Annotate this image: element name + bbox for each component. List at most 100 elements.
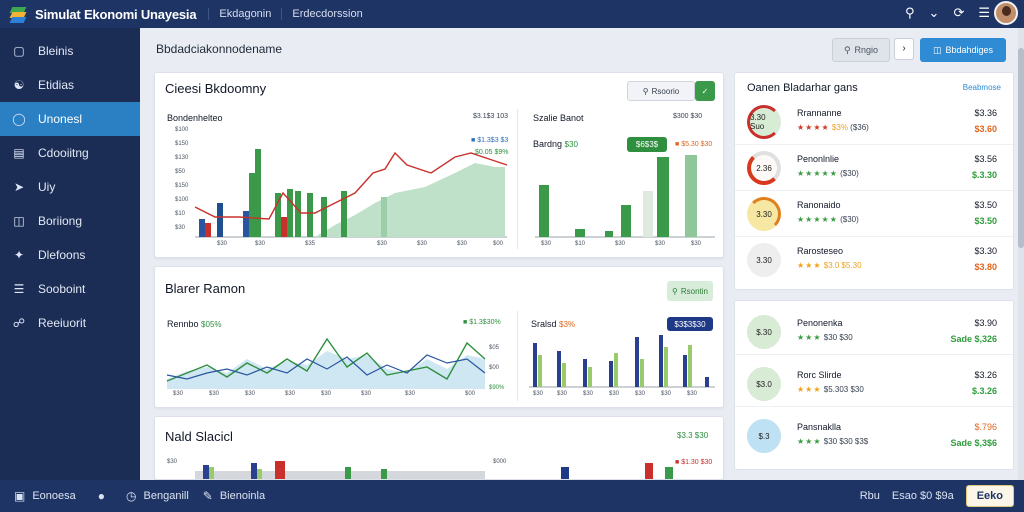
chart-d-chip[interactable]: $3$3$30 bbox=[667, 317, 713, 331]
x-tick: $30 bbox=[405, 391, 416, 397]
y-tick: $150 bbox=[175, 183, 189, 189]
y-tick: $30 bbox=[167, 459, 178, 465]
row-name: Rrannanne bbox=[797, 108, 842, 118]
filter-chip[interactable]: ⚲ Rsontin bbox=[667, 281, 713, 301]
row-value: $3.26 bbox=[974, 370, 997, 380]
bottom-item-benganil[interactable]: ◷ Benganill bbox=[126, 489, 189, 503]
overview-card: Cieesi Bkdoomny ⚲ Rsoorio ✓ Bondenhelteo … bbox=[154, 72, 724, 258]
scrollbar-thumb[interactable] bbox=[1018, 48, 1024, 248]
chart-b-plot bbox=[535, 155, 715, 238]
right-panel-link[interactable]: Beabmose bbox=[962, 83, 1001, 92]
clock-icon: ◷ bbox=[126, 489, 137, 503]
x-tick: $30 bbox=[687, 391, 698, 397]
search-icon[interactable]: ⚲ bbox=[905, 5, 915, 20]
bottom-item-bienoinla[interactable]: ✎ Bienoinla bbox=[203, 489, 265, 503]
chart-c-plot bbox=[166, 337, 486, 389]
check-button[interactable]: ✓ bbox=[695, 81, 715, 101]
bottom-item-label: Eonoesa bbox=[32, 490, 76, 502]
row-sub-value: ($30) bbox=[840, 215, 859, 224]
filter-chip[interactable]: ⚲ Rsoorio bbox=[627, 81, 695, 101]
search-button[interactable]: ⚲ Rngio bbox=[832, 38, 890, 62]
scrollbar[interactable] bbox=[1018, 28, 1024, 480]
list-item[interactable]: 3.30 Ranonaido ★★★★★ ($30) $3.50 $3.50 bbox=[735, 191, 1013, 237]
list-item[interactable]: $.3 Pansnaklla ★★★ $30 $30 $3$ $.796 Sad… bbox=[735, 413, 1013, 459]
top-tab-2[interactable]: Erdecdorssion bbox=[281, 8, 372, 20]
list-item[interactable]: 3.30 Rarosteseo ★★★ $3.0 $5.30 $3.30 $3.… bbox=[735, 237, 1013, 283]
list-item[interactable]: 3.30 Suo Rrannanne ★★★★ $3% ($36) $3.36 … bbox=[735, 99, 1013, 145]
sidebar-item-dlefoons[interactable]: ✦ Dlefoons bbox=[0, 238, 140, 272]
sidebar-item-label: Uiy bbox=[38, 180, 56, 194]
bottom-card-link[interactable]: $3.3 $30 bbox=[677, 431, 709, 440]
rating-stars: ★★★★★ bbox=[797, 169, 838, 178]
chart-b-chip[interactable]: $6$3$ bbox=[627, 137, 667, 152]
y-tick: $50 bbox=[175, 169, 186, 175]
search-button-label: Rngio bbox=[854, 45, 879, 55]
rating-stars: ★★★★★ bbox=[797, 215, 838, 224]
bottom-item-eonoesa[interactable]: ▣ Eonoesa bbox=[14, 489, 76, 503]
chart-c-legend: ■ $1.3$30% bbox=[463, 319, 501, 326]
list-item[interactable]: $.30 Penonenka ★★★ $30 $30 $3.90 Sade $,… bbox=[735, 309, 1013, 355]
chart-d-title: Sralsd $3% bbox=[531, 319, 575, 329]
chart-c-title: Rennbo $05% bbox=[167, 319, 222, 329]
y-tick: $130 bbox=[175, 155, 189, 161]
list-icon: ☰ bbox=[13, 282, 25, 296]
x-tick: $30 bbox=[245, 391, 256, 397]
score-badge: 2.36 bbox=[747, 151, 781, 185]
list-item[interactable]: 2.36 Penonlnlie ★★★★★ ($30) $3.56 $.3.30 bbox=[735, 145, 1013, 191]
sidebar-item-reeiuorit[interactable]: ☍ Reeiuorit bbox=[0, 306, 140, 340]
y-tick: $150 bbox=[175, 141, 189, 147]
x-tick: $30 bbox=[691, 241, 702, 247]
top-tab-1[interactable]: Ekdagonin bbox=[208, 8, 281, 20]
row-value: $3.30 bbox=[974, 246, 997, 256]
gift-icon: ✦ bbox=[13, 248, 25, 262]
chevron-down-icon[interactable]: ⌄ bbox=[928, 5, 940, 20]
list-item[interactable]: $3.0 Rorc Slirde ★★★ $5.303 $30 $3.26 $.… bbox=[735, 361, 1013, 407]
right-panel-bottom: $.30 Penonenka ★★★ $30 $30 $3.90 Sade $,… bbox=[734, 300, 1014, 470]
bottom-item-label: Bienoinla bbox=[219, 490, 266, 502]
right-panel-top: Oanen Bladarhar gans Beabmose 3.30 Suo R… bbox=[734, 72, 1014, 290]
rating-stars: ★★★★ bbox=[797, 123, 830, 132]
bottom-item-benganill[interactable]: ● bbox=[98, 489, 112, 503]
legend-text: $1.30 $30 bbox=[681, 459, 713, 466]
sidebar-item-sooboint[interactable]: ☰ Sooboint bbox=[0, 272, 140, 306]
bottom-action-button[interactable]: Eeko bbox=[965, 485, 1014, 507]
document-icon: ◫ bbox=[932, 44, 942, 55]
row-value: $3.90 bbox=[974, 318, 997, 328]
chart-b-value: $300 $30 bbox=[673, 113, 703, 120]
row-name: Rorc Slirde bbox=[797, 370, 842, 380]
rating-stars: ★★★ bbox=[797, 261, 822, 270]
rating-stars: ★★★ bbox=[797, 333, 822, 342]
row-sub: ★★★ $5.303 $30 bbox=[797, 385, 864, 394]
primary-action-button[interactable]: ◫ Bbdahdiges bbox=[920, 38, 1006, 62]
sidebar-item-cdooiitng[interactable]: ▤ Cdooiitng bbox=[0, 136, 140, 170]
avatar[interactable] bbox=[994, 1, 1018, 25]
y-tick: $000 bbox=[493, 459, 507, 465]
row-sub-value: $30 $30 $3$ bbox=[823, 437, 869, 446]
y-tick: $100 bbox=[175, 197, 189, 203]
sidebar-item-unonesl[interactable]: ◯ Unonesl bbox=[0, 102, 140, 136]
refresh-icon[interactable]: ⟳ bbox=[953, 5, 965, 20]
bottom-right-text-2[interactable]: Esao $0 $9a bbox=[891, 490, 954, 502]
score-badge: 3.30 bbox=[747, 243, 781, 277]
chart-b-title: Szalie Banot bbox=[533, 113, 584, 123]
sidebar-item-uiy[interactable]: ➤ Uiy bbox=[0, 170, 140, 204]
x-tick: $30 bbox=[209, 391, 220, 397]
sidebar-item-label: Bleinis bbox=[38, 44, 74, 58]
pen-icon: ✎ bbox=[202, 489, 213, 503]
bottom-right-text-1[interactable]: Rbu bbox=[859, 490, 880, 502]
x-tick: $30 bbox=[635, 391, 646, 397]
title-text: Rennbo bbox=[167, 319, 199, 329]
chip-label: Rsoorio bbox=[651, 86, 680, 96]
sidebar-item-label: Cdooiitng bbox=[38, 146, 89, 160]
next-button[interactable]: › bbox=[894, 38, 914, 60]
menu-icon[interactable]: ☰ bbox=[978, 5, 990, 20]
search-icon: ⚲ bbox=[672, 286, 678, 296]
trend-card: Blarer Ramon ⚲ Rsontin Rennbo $05% ■ $1.3… bbox=[154, 266, 724, 408]
row-sub-value: $5.303 $30 bbox=[823, 385, 864, 394]
sidebar-item-bleinis[interactable]: ▢ Bleinis bbox=[0, 34, 140, 68]
sidebar-item-etidias[interactable]: ☯ Etidias bbox=[0, 68, 140, 102]
score-badge: 3.30 bbox=[747, 197, 781, 231]
x-tick: $30 bbox=[457, 241, 468, 247]
sidebar-item-boriiong[interactable]: ◫ Boriiong bbox=[0, 204, 140, 238]
people-icon: ☯ bbox=[13, 78, 25, 92]
